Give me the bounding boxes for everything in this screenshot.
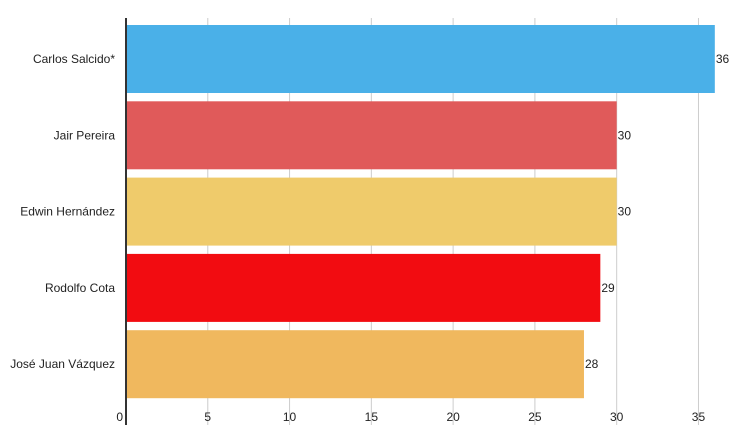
category-labels: Carlos Salcido* Jair Pereira Edwin Hernánd… <box>10 52 115 371</box>
x-tick-label: 10 <box>283 410 297 424</box>
x-tick-label: 30 <box>610 410 624 424</box>
bar <box>126 177 617 246</box>
x-tick-label: 0 <box>116 410 123 424</box>
x-tick-label: 15 <box>365 410 379 424</box>
data-label: 29 <box>601 281 615 295</box>
data-label: 28 <box>585 357 599 371</box>
data-label: 36 <box>716 52 730 66</box>
bar <box>126 25 715 93</box>
category-label: Rodolfo Cota <box>45 281 115 295</box>
bars <box>126 25 715 399</box>
data-label: 30 <box>618 205 632 219</box>
x-tick-label: 5 <box>204 410 211 424</box>
category-label: Edwin Hernández <box>20 205 115 219</box>
bar <box>126 330 584 399</box>
x-tick-label: 35 <box>692 410 706 424</box>
x-tick-label: 25 <box>528 410 542 424</box>
x-tick-label: 20 <box>446 410 460 424</box>
x-tick-labels: 0 5 10 15 20 25 30 35 <box>116 410 705 424</box>
data-labels: 36 30 30 29 28 <box>585 52 730 371</box>
bar <box>126 101 617 170</box>
category-label: José Juan Vázquez <box>10 357 115 371</box>
category-label: Carlos Salcido* <box>33 52 115 66</box>
category-label: Jair Pereira <box>54 128 116 142</box>
bar <box>126 253 601 322</box>
data-label: 30 <box>618 128 632 142</box>
